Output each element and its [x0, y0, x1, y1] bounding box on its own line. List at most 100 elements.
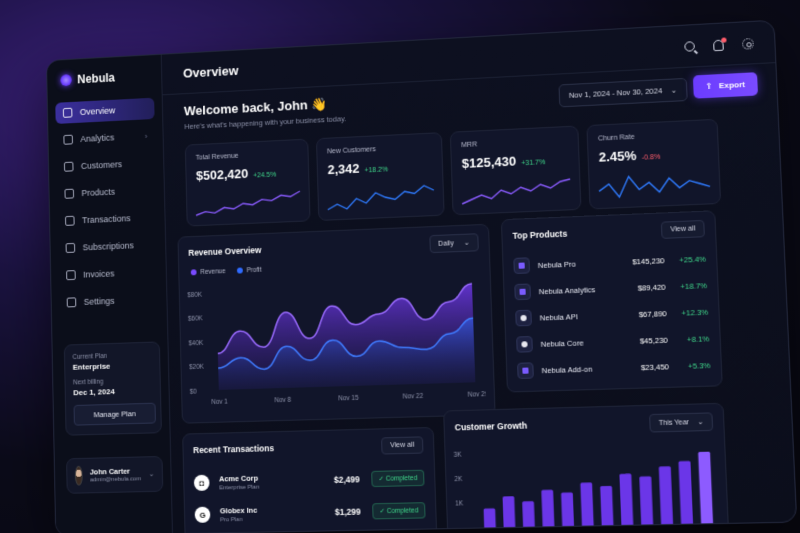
- table-row[interactable]: G Globex Inc Pro Plan $1,299 ✓ Completed: [194, 497, 425, 528]
- search-icon[interactable]: [684, 41, 695, 52]
- kpi-label: New Customers: [327, 144, 432, 156]
- export-label: Export: [719, 80, 746, 90]
- chevron-down-icon: ⌄: [670, 85, 677, 94]
- brand-name: Nebula: [77, 71, 115, 86]
- chevron-down-icon: ⌄: [464, 240, 470, 247]
- kpi-sparkline: [195, 187, 302, 217]
- kpi-card-total-revenue[interactable]: Total Revenue $502,420 +24.5%: [185, 139, 311, 227]
- growth-bar[interactable]: [600, 486, 614, 530]
- sidebar-item-analytics[interactable]: Analytics ›: [56, 125, 155, 151]
- tx-status: Completed: [386, 475, 418, 483]
- product-delta: +8.1%: [676, 334, 710, 344]
- sidebar-item-products[interactable]: Products: [57, 179, 157, 205]
- revenue-overview-panel: Revenue Overview Daily ⌄ Revenue Profit …: [177, 224, 495, 424]
- sidebar-item-subscriptions[interactable]: Subscriptions: [58, 234, 158, 259]
- kpi-delta: +24.5%: [253, 172, 276, 180]
- growth-bar[interactable]: [503, 496, 516, 532]
- tx-plan: Enterprise Plan: [219, 484, 259, 491]
- kpi-card-mrr[interactable]: MRR $125,430 +31.7%: [450, 126, 582, 216]
- sidebar-item-transactions[interactable]: Transactions: [57, 206, 157, 232]
- growth-bar[interactable]: [639, 476, 653, 529]
- recent-transactions-panel: Recent Transactions View all ◘ Acme Corp…: [182, 427, 437, 533]
- y-tick-label: 1K: [455, 500, 464, 507]
- manage-plan-button[interactable]: Manage Plan: [74, 403, 156, 426]
- customer-growth-chart: 3K 2K 1K: [453, 435, 721, 533]
- receipt-icon: [65, 216, 75, 226]
- sidebar-item-label: Overview: [80, 106, 116, 117]
- status-badge: ✓ Completed: [372, 502, 425, 519]
- kpi-label: Churn Rate: [598, 130, 707, 142]
- chevron-down-icon[interactable]: ⌄: [148, 470, 154, 478]
- tx-name: Globex Inc: [220, 505, 258, 515]
- transactions-view-all[interactable]: View all: [381, 436, 423, 454]
- sidebar-item-settings[interactable]: Settings: [59, 288, 159, 313]
- date-range-picker[interactable]: Nov 1, 2024 - Nov 30, 2024 ⌄: [558, 78, 687, 108]
- product-delta: +5.3%: [677, 360, 711, 370]
- list-item[interactable]: Nebula API $67,890 +12.3%: [515, 301, 708, 328]
- export-button[interactable]: ⇪ Export: [693, 72, 758, 98]
- sidebar-item-label: Customers: [81, 159, 122, 171]
- sidebar-item-label: Subscriptions: [83, 240, 134, 252]
- growth-bar[interactable]: [698, 452, 713, 529]
- growth-bar[interactable]: [678, 461, 693, 529]
- growth-bar[interactable]: [522, 501, 535, 532]
- sidebar-item-customers[interactable]: Customers: [56, 152, 156, 178]
- kpi-delta: +18.2%: [364, 166, 388, 174]
- growth-bar[interactable]: [619, 474, 633, 530]
- product-name: Nebula Core: [541, 337, 615, 349]
- bell-icon[interactable]: [713, 39, 724, 51]
- nebula-logo-icon: [60, 74, 71, 86]
- document-icon: [66, 270, 76, 280]
- legend-revenue-label: Revenue: [200, 268, 225, 276]
- product-amount: $23,450: [615, 362, 669, 373]
- product-icon: [514, 283, 531, 300]
- kpi-label: MRR: [461, 137, 568, 149]
- kpi-sparkline: [597, 169, 711, 200]
- y-tick-label: 3K: [454, 452, 463, 459]
- growth-bar[interactable]: [484, 508, 496, 532]
- revenue-overview-title: Revenue Overview: [188, 245, 261, 258]
- welcome-block: Welcome back, John 👋 Here's what's happe…: [184, 96, 346, 132]
- growth-period-select[interactable]: This Year ⌄: [649, 412, 713, 432]
- growth-bar[interactable]: [541, 490, 554, 532]
- period-value: Daily: [438, 240, 454, 248]
- product-amount: $145,230: [611, 256, 665, 267]
- x-tick-label: Nov 22: [403, 393, 424, 401]
- chevron-down-icon: ⌄: [697, 419, 703, 426]
- list-item[interactable]: Nebula Core $45,230 +8.1%: [516, 328, 710, 355]
- growth-bar[interactable]: [561, 492, 574, 531]
- kpi-card-new-customers[interactable]: New Customers 2,342 +18.2%: [316, 132, 445, 221]
- tx-amount: $1,299: [335, 507, 361, 518]
- kpi-card-churn-rate[interactable]: Churn Rate 2.45% -0.8%: [586, 119, 721, 210]
- list-item[interactable]: Nebula Add-on $23,450 +5.3%: [517, 355, 711, 381]
- table-row[interactable]: ◘ Acme Corp Enterprise Plan $2,499 ✓ Com…: [194, 465, 425, 496]
- home-icon: [63, 108, 73, 118]
- kpi-sparkline: [460, 175, 572, 206]
- product-name: Nebula Add-on: [542, 363, 616, 374]
- top-products-view-all[interactable]: View all: [661, 220, 705, 239]
- x-tick-label: Nov 8: [274, 397, 291, 404]
- chevron-right-icon: ›: [145, 131, 148, 140]
- company-logo-icon: ◘: [194, 475, 210, 491]
- gear-icon[interactable]: [742, 37, 754, 49]
- period-select[interactable]: Daily ⌄: [429, 233, 479, 253]
- sidebar-item-invoices[interactable]: Invoices: [58, 261, 158, 286]
- product-amount: $89,420: [612, 282, 666, 293]
- tx-amount: $2,499: [334, 474, 360, 485]
- customer-growth-panel: Customer Growth This Year ⌄ 3K 2K 1K: [443, 403, 729, 533]
- list-item[interactable]: Nebula Analytics $89,420 +18.7%: [514, 275, 707, 302]
- growth-bar[interactable]: [580, 482, 594, 530]
- x-tick-label: Nov 1: [211, 399, 228, 406]
- status-badge: ✓ Completed: [371, 470, 424, 487]
- list-item[interactable]: Nebula Pro $145,230 +25.4%: [513, 248, 706, 276]
- users-icon: [64, 162, 74, 172]
- sparkline-series: [327, 185, 434, 209]
- revenue-chart: $80K $60K $40K $20K $0 Nov 1 Nov 8 Nov 15 Nov 22…: [187, 277, 486, 416]
- kpi-value: $502,420: [196, 166, 249, 183]
- product-delta: +12.3%: [675, 307, 709, 317]
- growth-bar[interactable]: [659, 466, 674, 529]
- top-products-panel: Top Products View all Nebula Pro $145,23…: [501, 210, 723, 392]
- user-menu[interactable]: John Carter admin@nebula.com ⌄: [66, 456, 163, 494]
- sidebar-item-overview[interactable]: Overview: [55, 98, 154, 124]
- y-tick-label: $0: [190, 389, 198, 396]
